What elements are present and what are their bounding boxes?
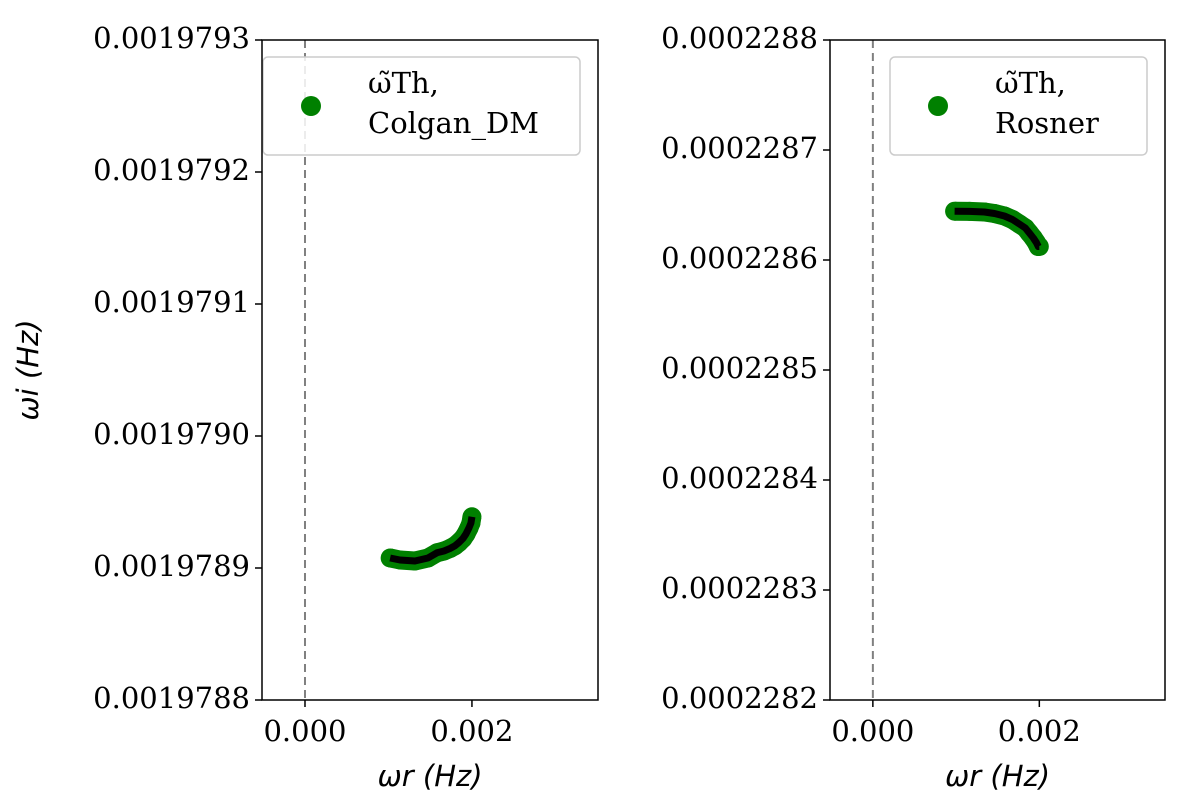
y-tick-label: 0.0019788 [93,681,250,715]
y-tick-label: 0.0002287 [661,131,818,165]
legend-label: ω̃Th, Rosner [995,66,1099,140]
x-tick-label: 0.002 [998,714,1081,748]
x-tick-label: 0.000 [263,714,346,748]
y-tick-label: 0.0019790 [93,417,250,451]
y-tick-label: 0.0002284 [661,461,818,495]
x-axis-label: ωr (Hz) [945,759,1050,793]
legend-label: ω̃Th, Colgan_DM [368,66,539,141]
legend-marker [928,96,948,116]
y-tick-label: 0.0002286 [661,241,818,275]
y-tick-label: 0.0002288 [661,21,818,55]
x-axis-label: ωr (Hz) [377,759,482,793]
y-axis-label: ωi (Hz) [11,319,45,420]
x-tick-label: 0.000 [831,714,914,748]
y-tick-label: 0.0019791 [93,285,250,319]
y-tick-label: 0.0019793 [93,21,250,55]
series-line [389,516,476,565]
series-line [954,207,1042,251]
y-tick-label: 0.0002283 [661,571,818,605]
plot-frame [829,39,1166,701]
legend-box [889,56,1148,156]
y-tick-label: 0.0002285 [661,351,818,385]
y-tick-label: 0.0002282 [661,681,818,715]
y-tick-label: 0.0019792 [93,153,250,187]
plot-frame [261,39,599,701]
legend-box [262,56,581,156]
y-tick-label: 0.0019789 [93,549,250,583]
legend-marker [301,96,321,116]
x-tick-label: 0.002 [430,714,513,748]
